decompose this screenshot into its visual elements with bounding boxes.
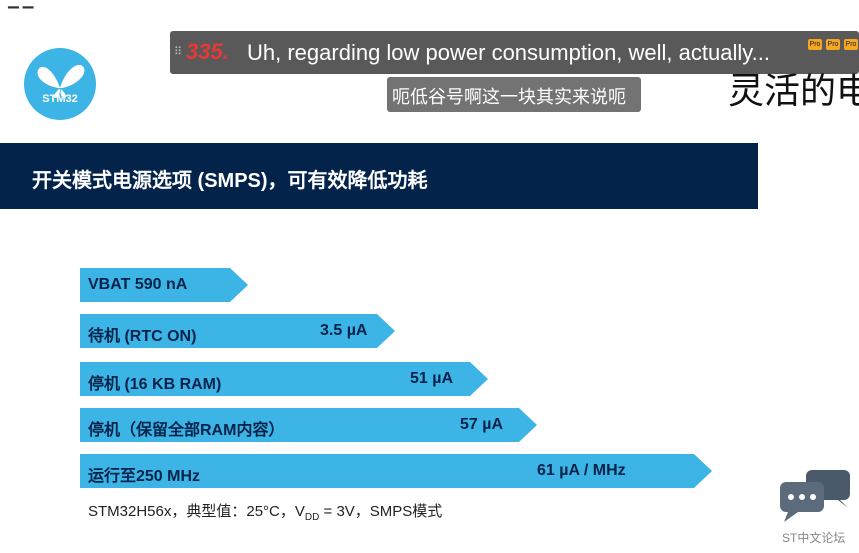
chat-bubble-icon xyxy=(780,470,850,522)
bar-label: 待机 (RTC ON) xyxy=(88,328,197,345)
bar-shape xyxy=(80,268,248,302)
logo-text: STM32 xyxy=(42,93,78,105)
pro-badge-icon[interactable]: Pro xyxy=(844,39,858,50)
drag-handle-icon[interactable]: ⠿ xyxy=(174,46,183,58)
bar-vbat: VBAT 590 nA xyxy=(80,268,248,302)
slide-title: 灵活的电 xyxy=(728,71,859,112)
bar-label: 运行至250 MHz xyxy=(88,468,201,485)
bar-label: 停机（保留全部RAM内容） xyxy=(88,422,285,439)
bar-shape xyxy=(80,362,488,396)
subtitle-number: 335. xyxy=(186,39,229,64)
bar-run-250mhz: 运行至250 MHz 61 µA / MHz xyxy=(80,454,712,488)
footnote-sub: DD xyxy=(304,512,320,523)
bar-value: 57 µA xyxy=(460,416,504,433)
bar-shape xyxy=(80,314,395,348)
subtitle-overlay[interactable]: ⠿ 335. Uh, regarding low power consumpti… xyxy=(170,31,859,74)
footnote-suffix: = 3V，SMPS模式 xyxy=(319,503,443,520)
bar-standby: 待机 (RTC ON) 3.5 µA xyxy=(80,314,395,348)
slide: STM32 灵活的电 开关模式电源选项 (SMPS)，可有效降低功耗 VBAT … xyxy=(0,30,859,553)
bar-stop-16kb: 停机 (16 KB RAM) 51 µA xyxy=(80,362,488,396)
top-glyph: ▁ ▁ xyxy=(8,0,34,8)
bar-value: 51 µA xyxy=(410,370,454,387)
subtitle-chinese: 呃低谷号啊这一块其实来说呃 xyxy=(392,87,626,107)
pro-badge-icon[interactable]: Pro xyxy=(808,39,822,50)
footnote: STM32H56x，典型值：25°C，VDD = 3V，SMPS模式 xyxy=(88,500,442,523)
chat-widget[interactable] xyxy=(778,468,854,528)
chat-widget-label[interactable]: ST中文论坛 xyxy=(782,531,846,545)
stm32-logo: STM32 xyxy=(24,48,96,120)
pro-badge-icon[interactable]: Pro xyxy=(826,39,840,50)
bar-label: VBAT 590 nA xyxy=(88,276,188,293)
bar-stop-full-ram: 停机（保留全部RAM内容） 57 µA xyxy=(80,408,537,442)
bar-value: 3.5 µA xyxy=(320,322,368,339)
bar-shape xyxy=(80,408,537,442)
footnote-prefix: STM32H56x，典型值：25°C，V xyxy=(88,503,305,520)
bar-shape xyxy=(80,454,712,488)
top-strip: ▁ ▁ xyxy=(0,0,859,28)
butterfly-icon xyxy=(37,64,85,98)
bar-label: 停机 (16 KB RAM) xyxy=(88,376,222,393)
subtitle-english: Uh, regarding low power consumption, wel… xyxy=(247,40,770,65)
banner-text: 开关模式电源选项 (SMPS)，可有效降低功耗 xyxy=(32,170,428,192)
subtitle-chinese-box: 呃低谷号啊这一块其实来说呃 xyxy=(387,77,641,112)
bar-value: 61 µA / MHz xyxy=(537,462,626,479)
section-banner: 开关模式电源选项 (SMPS)，可有效降低功耗 xyxy=(0,143,758,209)
